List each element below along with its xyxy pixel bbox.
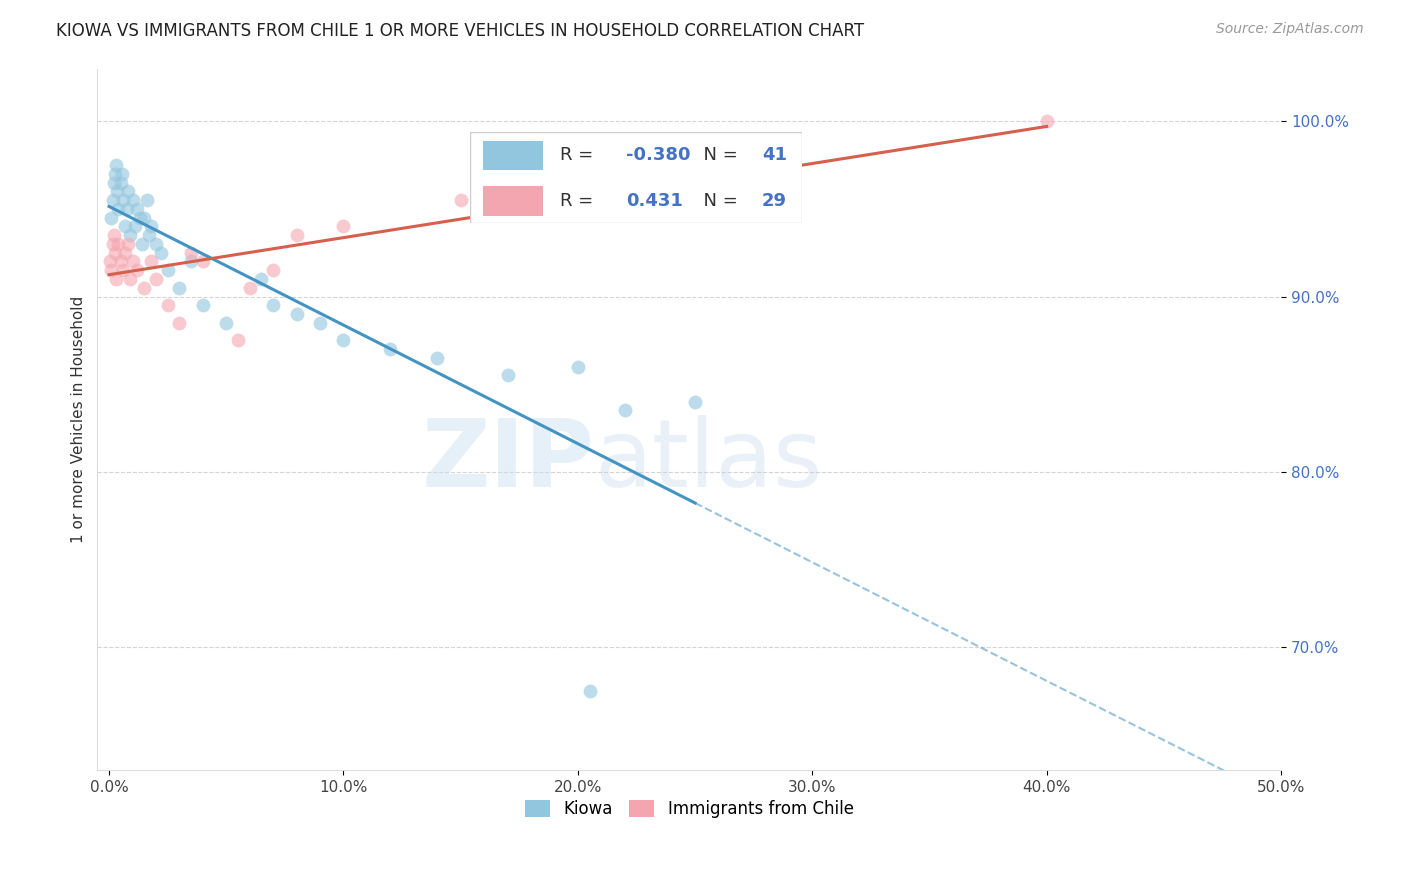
Point <box>110 254 132 268</box>
Point <box>115 202 138 216</box>
Point <box>127 202 149 216</box>
Point <box>103 228 125 243</box>
Text: KIOWA VS IMMIGRANTS FROM CHILE 1 OR MORE VEHICLES IN HOUSEHOLD CORRELATION CHART: KIOWA VS IMMIGRANTS FROM CHILE 1 OR MORE… <box>56 22 865 40</box>
Point <box>98 254 121 268</box>
Text: ZIP: ZIP <box>422 416 595 508</box>
Point <box>114 245 136 260</box>
Point <box>180 254 202 268</box>
Point <box>110 176 132 190</box>
Point <box>121 254 143 268</box>
Point <box>105 272 128 286</box>
Point <box>578 684 600 698</box>
Point <box>107 202 129 216</box>
Point <box>134 211 156 225</box>
Point <box>120 272 142 286</box>
Text: Source: ZipAtlas.com: Source: ZipAtlas.com <box>1216 22 1364 37</box>
Point <box>117 236 139 251</box>
Point <box>191 254 214 268</box>
Point <box>332 219 354 234</box>
Point <box>250 272 273 286</box>
Point <box>683 394 706 409</box>
Point <box>309 316 332 330</box>
Point <box>104 167 127 181</box>
Y-axis label: 1 or more Vehicles in Household: 1 or more Vehicles in Household <box>72 295 86 543</box>
Point <box>262 298 284 312</box>
Point <box>226 334 249 348</box>
Point <box>100 211 122 225</box>
Point <box>180 245 202 260</box>
Text: atlas: atlas <box>595 416 823 508</box>
Point <box>105 184 128 198</box>
Point <box>215 316 238 330</box>
Point <box>101 236 124 251</box>
Point <box>100 263 122 277</box>
Point <box>112 263 135 277</box>
Point <box>156 263 179 277</box>
Point <box>107 236 129 251</box>
Point <box>285 228 308 243</box>
Point <box>285 307 308 321</box>
Point <box>239 281 262 295</box>
Point <box>426 351 449 365</box>
Point <box>145 272 167 286</box>
Point <box>567 359 589 374</box>
Point <box>169 316 191 330</box>
Point <box>103 176 125 190</box>
Point <box>149 245 172 260</box>
Point <box>101 193 124 207</box>
Point <box>112 193 135 207</box>
Point <box>141 219 163 234</box>
Point <box>138 228 160 243</box>
Point <box>124 219 146 234</box>
Point <box>262 263 284 277</box>
Point <box>104 245 127 260</box>
Point <box>128 211 150 225</box>
Point <box>567 176 589 190</box>
Point <box>156 298 179 312</box>
Point <box>127 263 149 277</box>
Point <box>134 281 156 295</box>
Point <box>496 368 519 383</box>
Point <box>117 184 139 198</box>
Point <box>135 193 157 207</box>
Point <box>380 342 402 356</box>
Point <box>191 298 214 312</box>
Point <box>169 281 191 295</box>
Point <box>114 219 136 234</box>
Point <box>450 193 472 207</box>
Point <box>131 236 153 251</box>
Point <box>141 254 163 268</box>
Point <box>105 158 128 172</box>
Point <box>121 193 143 207</box>
Point <box>145 236 167 251</box>
Point <box>332 334 354 348</box>
Point <box>111 167 134 181</box>
Point <box>613 403 636 417</box>
Point <box>120 228 142 243</box>
Point <box>1035 114 1057 128</box>
Legend: Kiowa, Immigrants from Chile: Kiowa, Immigrants from Chile <box>519 793 860 825</box>
